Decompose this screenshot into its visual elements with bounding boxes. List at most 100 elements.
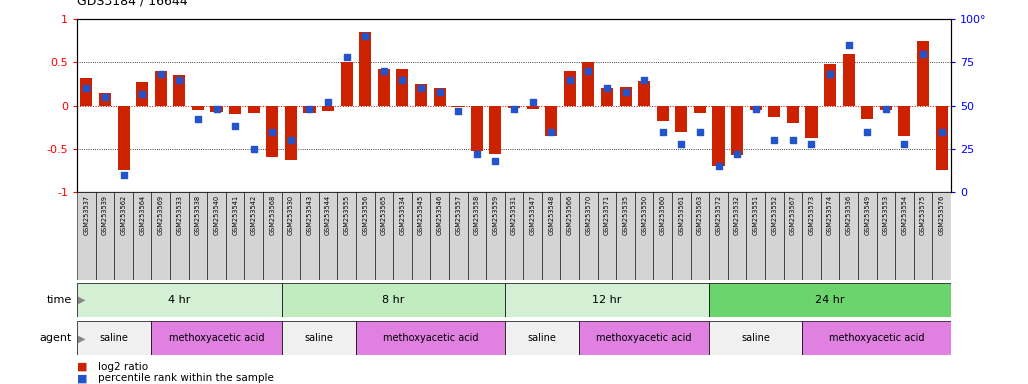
Bar [843,54,854,106]
Text: GSM253572: GSM253572 [715,195,722,235]
Point [487,158,504,164]
Point [821,71,838,78]
Text: saline: saline [527,333,556,343]
Point [692,128,708,135]
Point [432,89,448,95]
Point [915,51,931,57]
Bar [378,70,390,106]
Point [301,106,318,112]
Point [561,77,578,83]
Text: GSM253576: GSM253576 [939,195,945,235]
Bar [300,192,319,280]
Text: GSM253563: GSM253563 [697,195,703,235]
Bar [691,192,709,280]
Text: GSM253560: GSM253560 [660,195,666,235]
Bar [523,192,542,280]
Bar [597,192,616,280]
Bar [151,192,170,280]
Bar [616,192,635,280]
Point [784,137,801,143]
Bar [542,192,560,280]
Bar [749,106,762,110]
Bar [579,192,597,280]
Point [171,77,187,83]
Point [134,91,150,97]
Text: GSM253568: GSM253568 [269,195,276,235]
Text: methoxyacetic acid: methoxyacetic acid [169,333,264,343]
Bar [746,192,765,280]
Text: GSM253532: GSM253532 [734,195,740,235]
Text: GSM253550: GSM253550 [641,195,648,235]
Bar [431,192,449,280]
Text: GSM253544: GSM253544 [325,195,331,235]
Text: GSM253569: GSM253569 [157,195,163,235]
Text: GSM253541: GSM253541 [232,195,238,235]
Text: time: time [46,295,72,305]
Bar [802,192,820,280]
Bar [96,192,114,280]
Bar [174,75,185,106]
Text: log2 ratio: log2 ratio [98,362,148,372]
Text: GSM253558: GSM253558 [474,195,480,235]
Point [747,106,764,112]
Text: GSM253567: GSM253567 [790,195,796,235]
Bar [560,192,579,280]
Text: 24 hr: 24 hr [815,295,845,305]
Bar [114,192,133,280]
Bar [880,106,892,110]
Bar [282,321,356,355]
Bar [783,192,802,280]
Bar [136,82,148,106]
Text: ■: ■ [77,373,87,383]
Text: GSM253551: GSM253551 [752,195,759,235]
Bar [895,192,914,280]
Bar [635,192,654,280]
Bar [582,63,594,106]
Bar [211,106,223,112]
Text: GSM253555: GSM253555 [343,195,350,235]
Text: GSM253557: GSM253557 [455,195,462,235]
Bar [468,192,486,280]
Bar [245,192,263,280]
Bar [898,106,911,136]
Bar [824,64,836,106]
Bar [505,283,709,317]
Point [338,54,355,60]
Bar [805,106,817,139]
Bar [601,88,613,106]
Text: GDS3184 / 16644: GDS3184 / 16644 [77,0,188,8]
Text: GSM253536: GSM253536 [846,195,851,235]
Text: 4 hr: 4 hr [169,295,190,305]
Text: GSM253531: GSM253531 [511,195,517,235]
Bar [579,321,709,355]
Text: agent: agent [40,333,72,343]
Bar [861,106,873,119]
Text: GSM253573: GSM253573 [808,195,814,235]
Bar [340,63,353,106]
Text: GSM253565: GSM253565 [380,195,387,235]
Bar [452,106,465,108]
Bar [508,106,520,108]
Bar [356,321,505,355]
Text: GSM253571: GSM253571 [604,195,610,235]
Text: GSM253554: GSM253554 [902,195,908,235]
Point [841,42,857,48]
Point [933,128,950,135]
Text: GSM253559: GSM253559 [492,195,499,235]
Text: GSM253575: GSM253575 [920,195,926,235]
Text: GSM253538: GSM253538 [195,195,200,235]
Bar [263,192,282,280]
Text: GSM253566: GSM253566 [566,195,573,235]
Bar [77,321,151,355]
Bar [285,106,297,160]
Point [357,33,373,40]
Bar [709,192,728,280]
Text: GSM253556: GSM253556 [362,195,368,235]
Bar [192,106,204,110]
Point [524,99,541,105]
Text: 12 hr: 12 hr [592,295,622,305]
Bar [545,106,557,136]
Point [152,71,169,78]
Text: GSM253574: GSM253574 [828,195,833,235]
Bar [768,106,780,117]
